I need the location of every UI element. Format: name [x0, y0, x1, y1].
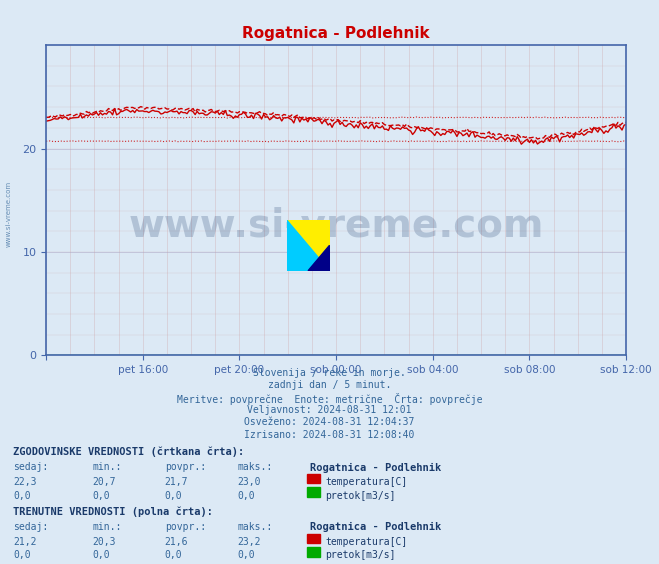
Text: 0,0: 0,0 — [92, 491, 110, 501]
Text: temperatura[C]: temperatura[C] — [326, 477, 408, 487]
Text: 21,2: 21,2 — [13, 537, 37, 547]
Text: Rogatnica - Podlehnik: Rogatnica - Podlehnik — [310, 522, 441, 532]
Text: zadnji dan / 5 minut.: zadnji dan / 5 minut. — [268, 380, 391, 390]
Text: 0,0: 0,0 — [165, 550, 183, 561]
Text: 0,0: 0,0 — [13, 550, 31, 561]
Text: pretok[m3/s]: pretok[m3/s] — [326, 550, 396, 561]
Text: min.:: min.: — [92, 522, 122, 532]
Text: 20,7: 20,7 — [92, 477, 116, 487]
Text: Osveženo: 2024-08-31 12:04:37: Osveženo: 2024-08-31 12:04:37 — [244, 417, 415, 428]
Text: 0,0: 0,0 — [92, 550, 110, 561]
Polygon shape — [287, 220, 330, 271]
Text: 0,0: 0,0 — [237, 550, 255, 561]
Text: 21,6: 21,6 — [165, 537, 188, 547]
Text: 20,3: 20,3 — [92, 537, 116, 547]
Text: Veljavnost: 2024-08-31 12:01: Veljavnost: 2024-08-31 12:01 — [247, 405, 412, 415]
Polygon shape — [287, 220, 330, 271]
Text: pretok[m3/s]: pretok[m3/s] — [326, 491, 396, 501]
Text: min.:: min.: — [92, 462, 122, 473]
Text: maks.:: maks.: — [237, 522, 272, 532]
Text: 22,3: 22,3 — [13, 477, 37, 487]
Text: 23,2: 23,2 — [237, 537, 261, 547]
Text: Slovenija / reke in morje.: Slovenija / reke in morje. — [253, 368, 406, 378]
Text: temperatura[C]: temperatura[C] — [326, 537, 408, 547]
Text: www.si-vreme.com: www.si-vreme.com — [129, 206, 544, 244]
Text: TRENUTNE VREDNOSTI (polna črta):: TRENUTNE VREDNOSTI (polna črta): — [13, 506, 213, 517]
Text: 0,0: 0,0 — [13, 491, 31, 501]
Text: www.si-vreme.com: www.si-vreme.com — [5, 181, 12, 248]
Text: sedaj:: sedaj: — [13, 522, 48, 532]
Polygon shape — [308, 245, 330, 271]
Text: maks.:: maks.: — [237, 462, 272, 473]
Text: ZGODOVINSKE VREDNOSTI (črtkana črta):: ZGODOVINSKE VREDNOSTI (črtkana črta): — [13, 447, 244, 457]
Text: Izrisano: 2024-08-31 12:08:40: Izrisano: 2024-08-31 12:08:40 — [244, 430, 415, 440]
Text: povpr.:: povpr.: — [165, 462, 206, 473]
Text: Rogatnica - Podlehnik: Rogatnica - Podlehnik — [310, 462, 441, 473]
Text: sedaj:: sedaj: — [13, 462, 48, 473]
Text: 0,0: 0,0 — [165, 491, 183, 501]
Text: povpr.:: povpr.: — [165, 522, 206, 532]
Text: Meritve: povprečne  Enote: metrične  Črta: povprečje: Meritve: povprečne Enote: metrične Črta:… — [177, 393, 482, 404]
Text: 23,0: 23,0 — [237, 477, 261, 487]
Text: 0,0: 0,0 — [237, 491, 255, 501]
Title: Rogatnica - Podlehnik: Rogatnica - Podlehnik — [243, 26, 430, 41]
Text: 21,7: 21,7 — [165, 477, 188, 487]
